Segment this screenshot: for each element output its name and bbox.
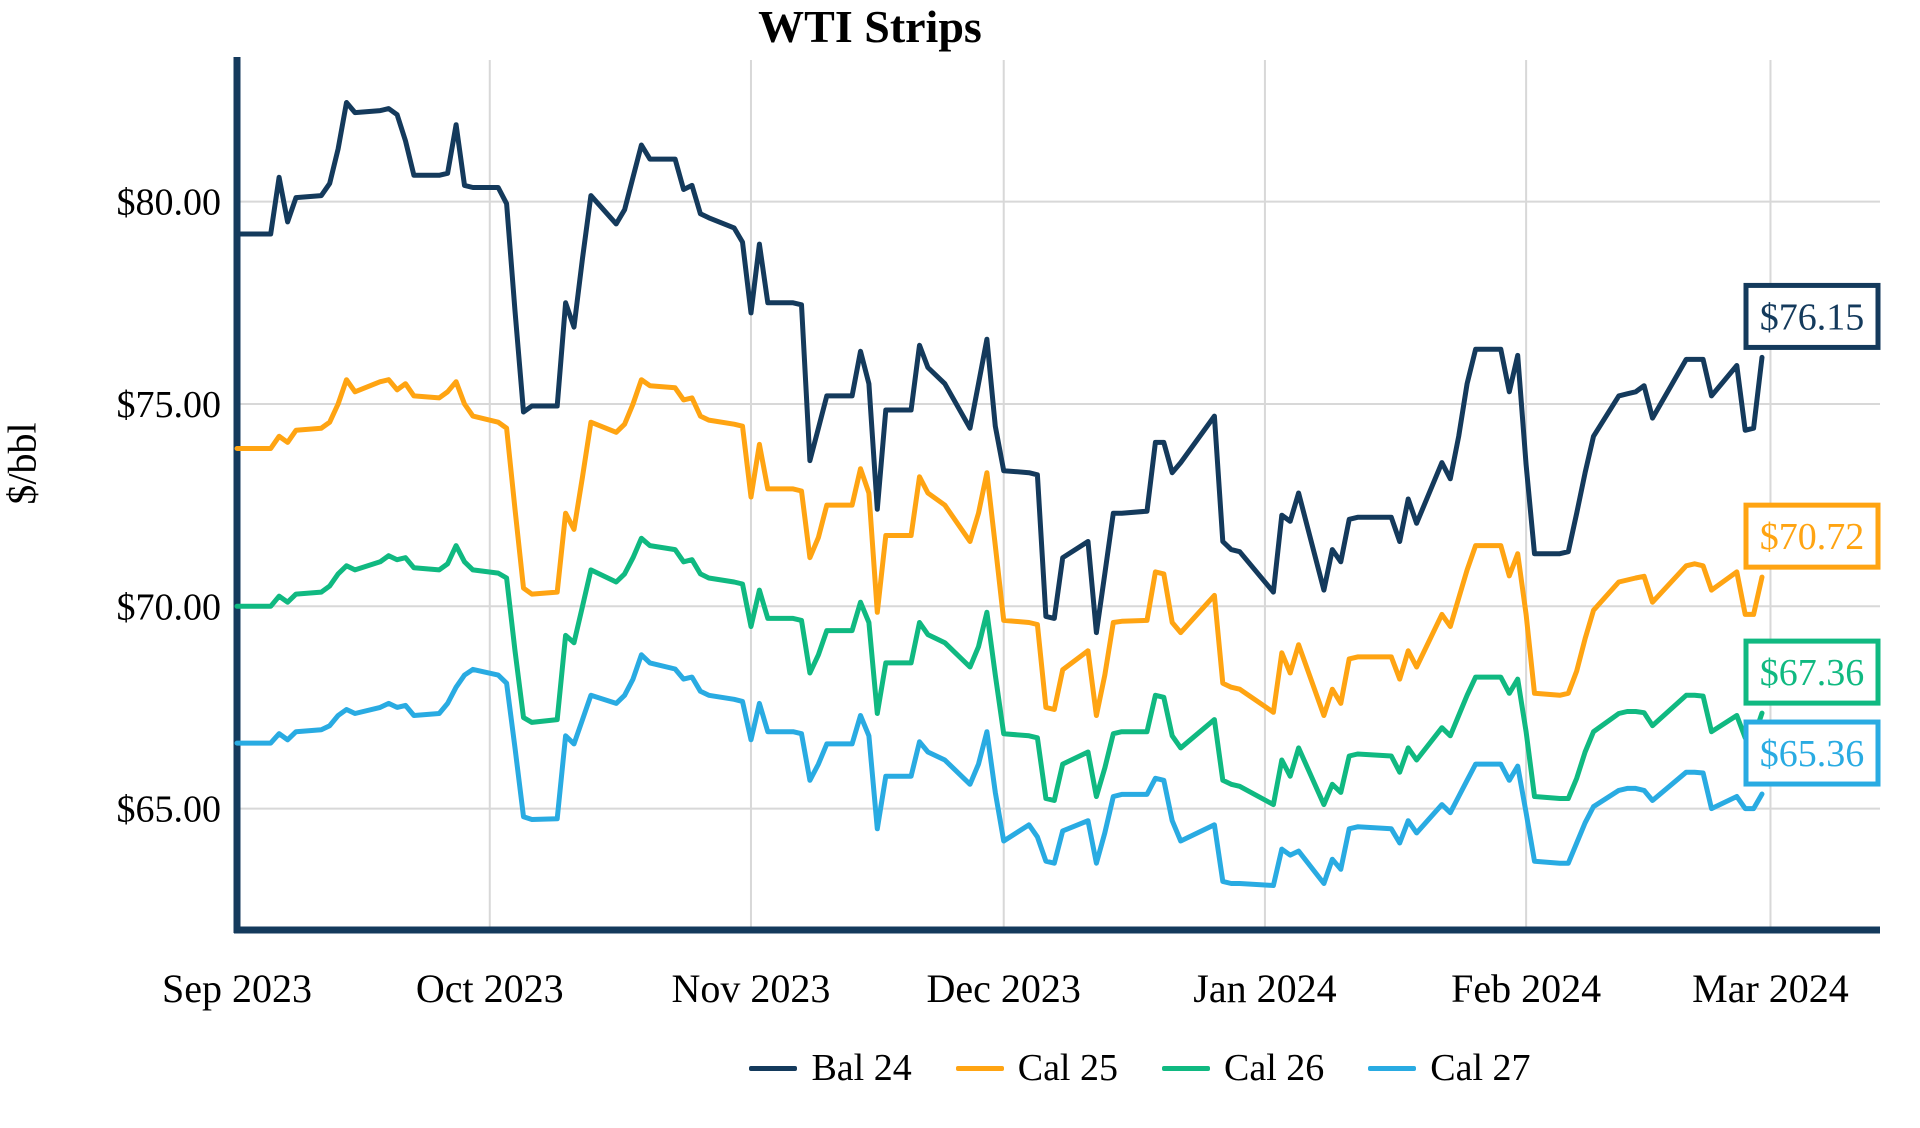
y-axis-title: $/bbl <box>0 422 45 505</box>
y-tick-label: $65.00 <box>117 789 222 831</box>
series-line-bal-24 <box>234 100 1765 636</box>
end-label-box <box>1743 638 1881 706</box>
end-label-box <box>1743 719 1881 787</box>
y-tick-label: $80.00 <box>117 182 222 224</box>
x-tick-label: Nov 2023 <box>672 966 831 1011</box>
legend-label: Cal 25 <box>1017 1047 1118 1089</box>
legend-swatch-icon <box>749 1065 798 1071</box>
x-tick-label: Sep 2023 <box>162 966 312 1011</box>
end-label-value: $76.15 <box>1760 296 1865 338</box>
end-label-cal-27: $65.36 <box>1743 719 1881 787</box>
end-label-value: $70.72 <box>1760 516 1865 558</box>
series-line-cal-25 <box>234 377 1765 718</box>
x-tick-label: Mar 2024 <box>1692 966 1849 1011</box>
series-line-cal-27 <box>234 652 1765 888</box>
end-label-cal-26: $67.36 <box>1743 638 1881 706</box>
legend: Bal 24 Cal 25 Cal 26 Cal 27 <box>400 1040 1880 1096</box>
legend-item-bal-24: Bal 24 <box>749 1046 912 1090</box>
legend-item-cal-25: Cal 25 <box>955 1046 1118 1090</box>
x-tick-label: Jan 2024 <box>1193 966 1336 1011</box>
legend-label: Cal 27 <box>1430 1047 1531 1089</box>
legend-item-cal-26: Cal 26 <box>1162 1046 1324 1090</box>
chart-title: WTI Strips <box>758 1 982 52</box>
end-label-cal-25: $70.72 <box>1743 502 1881 570</box>
series-line-cal-26 <box>234 535 1765 808</box>
legend-swatch-icon <box>955 1065 1004 1071</box>
axis-tick-labels: Sep 2023 Oct 2023 Nov 2023 Dec 2023 Jan 2024… <box>117 182 1849 1011</box>
end-label-bal-24: $76.15 <box>1743 282 1881 350</box>
gridlines <box>237 60 1880 930</box>
end-label-value: $65.36 <box>1760 733 1865 775</box>
legend-swatch-icon <box>1162 1065 1210 1071</box>
y-tick-label: $70.00 <box>117 586 222 628</box>
legend-label: Bal 24 <box>811 1047 912 1089</box>
legend-label: Cal 26 <box>1224 1047 1325 1089</box>
end-label-value: $67.36 <box>1760 652 1865 694</box>
y-tick-label: $75.00 <box>117 384 222 426</box>
x-tick-label: Dec 2023 <box>927 966 1081 1011</box>
axes <box>233 57 1880 934</box>
end-label-box <box>1743 282 1881 350</box>
series-lines <box>234 100 1765 888</box>
end-labels: $76.15 $70.72 $67.36 $65.36 <box>1743 282 1881 787</box>
x-tick-label: Feb 2024 <box>1451 966 1601 1011</box>
end-label-box <box>1743 502 1881 570</box>
legend-swatch-icon <box>1368 1065 1417 1071</box>
legend-item-cal-27: Cal 27 <box>1368 1046 1531 1090</box>
x-tick-label: Oct 2023 <box>416 966 564 1011</box>
